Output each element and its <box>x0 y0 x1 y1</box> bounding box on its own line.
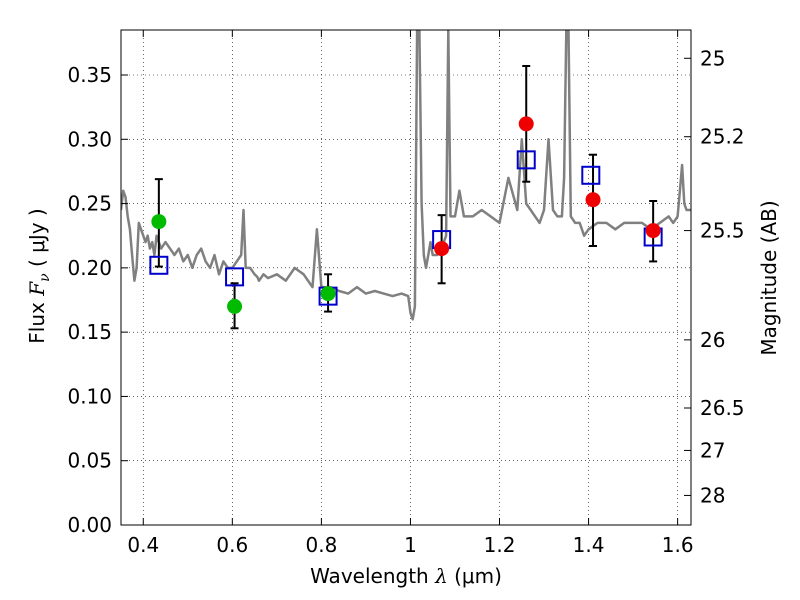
y2-tick-label: 28 <box>700 483 725 507</box>
model-flux-square <box>225 267 245 287</box>
observed-flux-point <box>645 223 661 239</box>
y2-tick-label: 26.5 <box>700 396 745 420</box>
observed-flux-point <box>320 286 336 302</box>
x-tick-label: 1.4 <box>573 533 605 557</box>
plot-frame <box>120 29 692 526</box>
x-tick-label: 0.6 <box>216 533 248 557</box>
x-tick-label: 0.4 <box>127 533 159 557</box>
y-tick-label: 0.35 <box>67 63 112 87</box>
y2-tick-label: 25 <box>700 46 725 70</box>
y-axis-label: Flux Fν ( μJy ) <box>25 208 53 343</box>
model-flux-square <box>149 255 169 275</box>
observed-flux-point <box>434 241 450 257</box>
y-tick-label: 0.25 <box>67 192 112 216</box>
data-layer <box>121 30 691 330</box>
y-tick-label: 0.20 <box>67 256 112 280</box>
y-tick-label: 0.00 <box>67 513 112 537</box>
x-tick-label: 1.6 <box>662 533 694 557</box>
y-tick-label: 0.15 <box>67 320 112 344</box>
observed-flux-point <box>518 116 534 132</box>
observed-flux-point <box>151 214 167 230</box>
y2-tick-label: 26 <box>700 328 725 352</box>
y2-tick-label: 27 <box>700 438 725 462</box>
x-tick-label: 1 <box>404 533 417 557</box>
ticks: 0.4 0.6 0.8 1 1.2 1.4 1.6 0.00 0.05 0.10 0.15 0.20 0… <box>67 30 745 557</box>
y2-axis-label: Magnitude (AB) <box>757 200 781 355</box>
x-tick-label: 1.2 <box>484 533 516 557</box>
y-tick-label: 0.10 <box>67 384 112 408</box>
y-tick-label: 0.05 <box>67 449 112 473</box>
model-flux-square <box>581 165 601 185</box>
observed-flux-point <box>585 192 601 208</box>
observed-flux-point <box>227 298 243 314</box>
y2-tick-label: 25.2 <box>700 125 745 149</box>
grid <box>121 30 691 526</box>
x-tick-label: 0.8 <box>305 533 337 557</box>
model-spectrum-line <box>121 30 691 321</box>
x-axis-label: Wavelength λ (μm) <box>310 564 502 588</box>
y-tick-label: 0.30 <box>67 127 112 151</box>
y2-tick-label: 25.5 <box>700 219 745 243</box>
model-flux-square <box>516 150 536 170</box>
